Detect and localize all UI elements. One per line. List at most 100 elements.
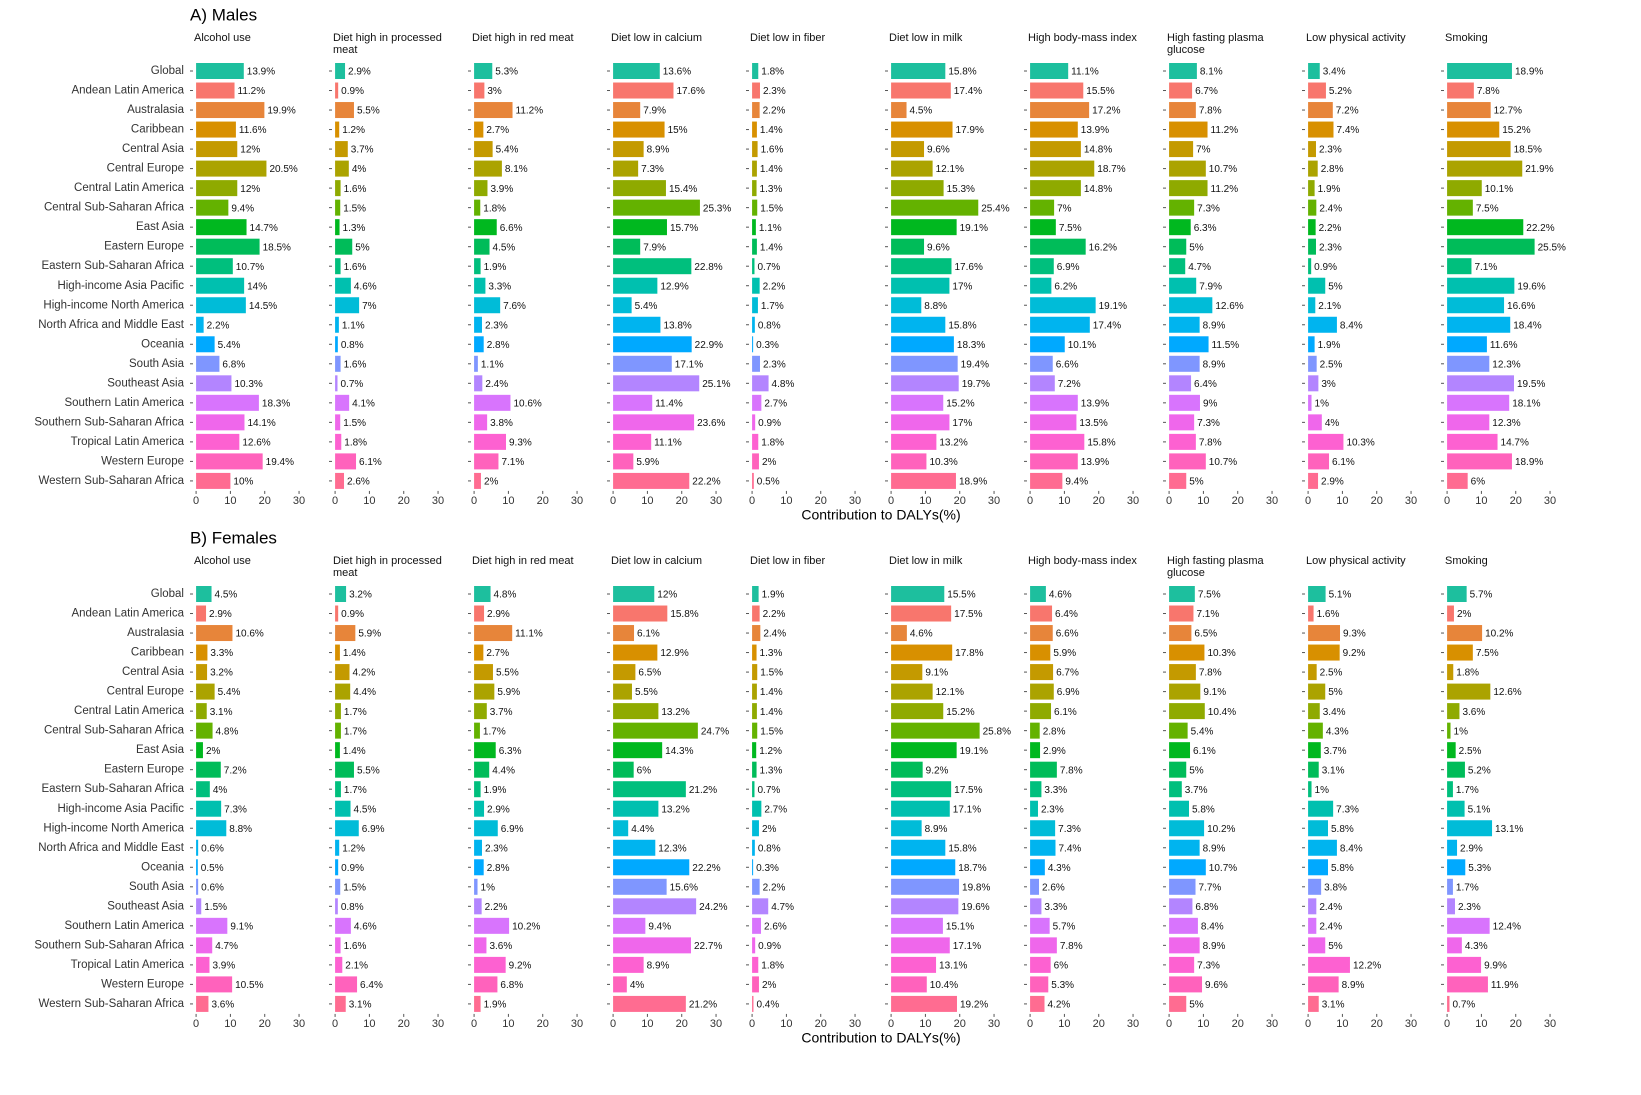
value-label: 1.6% bbox=[761, 145, 784, 156]
value-label: 0.9% bbox=[758, 941, 781, 952]
bar bbox=[1447, 722, 1451, 739]
bar bbox=[335, 219, 340, 236]
value-label: 6.3% bbox=[499, 746, 522, 757]
value-label: 12.3% bbox=[658, 843, 686, 854]
bar bbox=[1030, 976, 1049, 993]
bar bbox=[1030, 433, 1085, 450]
bar bbox=[335, 258, 341, 275]
value-label: 1.9% bbox=[1318, 184, 1341, 195]
value-label: 7.5% bbox=[1476, 648, 1499, 659]
value-label: 8.4% bbox=[1201, 921, 1224, 932]
value-label: 7.9% bbox=[1199, 281, 1222, 292]
value-label: 16.2% bbox=[1089, 242, 1117, 253]
bar bbox=[335, 82, 339, 99]
category-label: Southeast Asia bbox=[107, 900, 184, 912]
bar bbox=[335, 375, 338, 392]
bar bbox=[335, 703, 341, 720]
bar bbox=[1308, 453, 1330, 470]
value-label: 0.9% bbox=[341, 86, 364, 97]
bar bbox=[1169, 453, 1206, 470]
bar bbox=[196, 160, 267, 177]
bar bbox=[196, 394, 259, 411]
value-label: 9.4% bbox=[648, 921, 671, 932]
value-label: 11.1% bbox=[1071, 67, 1099, 78]
value-label: 2.9% bbox=[1460, 843, 1483, 854]
value-label: 14.5% bbox=[249, 301, 277, 312]
value-label: 4% bbox=[630, 980, 645, 991]
value-label: 24.2% bbox=[699, 902, 727, 913]
bar bbox=[1308, 102, 1333, 119]
value-label: 7.9% bbox=[643, 106, 666, 117]
bar bbox=[613, 316, 661, 333]
bar bbox=[1030, 761, 1057, 778]
bar bbox=[335, 605, 339, 622]
bar bbox=[474, 956, 506, 973]
bar bbox=[335, 976, 358, 993]
bar bbox=[1169, 586, 1195, 602]
value-label: 11.2% bbox=[516, 106, 544, 117]
value-label: 25.3% bbox=[703, 203, 731, 214]
value-label: 1.7% bbox=[1456, 882, 1479, 893]
value-label: 3.3% bbox=[1044, 785, 1067, 796]
value-label: 1.5% bbox=[343, 203, 366, 214]
value-label: 22.2% bbox=[1526, 223, 1554, 234]
value-label: 15.3% bbox=[947, 184, 975, 195]
bar bbox=[1308, 219, 1316, 236]
bar bbox=[335, 781, 341, 798]
value-label: 19.5% bbox=[1517, 379, 1545, 390]
value-label: 1.1% bbox=[759, 223, 782, 234]
value-label: 1.9% bbox=[484, 785, 507, 796]
category-label: High-income Asia Pacific bbox=[57, 803, 184, 815]
value-label: 2.3% bbox=[1319, 145, 1342, 156]
bar bbox=[1030, 316, 1090, 333]
x-tick-label: 30 bbox=[1405, 1018, 1417, 1030]
value-label: 13.9% bbox=[1081, 398, 1109, 409]
bar bbox=[891, 375, 959, 392]
bar bbox=[891, 141, 925, 158]
x-tick-label: 30 bbox=[571, 495, 583, 507]
category-label: Eastern Sub-Saharan Africa bbox=[41, 783, 184, 795]
bar bbox=[196, 238, 260, 255]
bar bbox=[1308, 781, 1312, 798]
value-label: 1.9% bbox=[1318, 340, 1341, 351]
value-label: 2% bbox=[484, 477, 499, 488]
value-label: 1.2% bbox=[342, 843, 365, 854]
bar bbox=[1308, 995, 1319, 1012]
value-label: 7.4% bbox=[1336, 125, 1359, 136]
value-label: 14.8% bbox=[1084, 145, 1112, 156]
value-label: 2.6% bbox=[347, 477, 370, 488]
value-label: 6.8% bbox=[222, 359, 245, 370]
value-label: 17.4% bbox=[954, 86, 982, 97]
bar bbox=[335, 820, 359, 837]
x-tick-label: 20 bbox=[954, 495, 966, 507]
value-label: 11.2% bbox=[1211, 125, 1239, 136]
bar bbox=[196, 761, 221, 778]
value-label: 0.7% bbox=[340, 379, 363, 390]
bar bbox=[752, 199, 758, 216]
bar bbox=[752, 800, 762, 817]
bar bbox=[1030, 102, 1090, 119]
bar bbox=[613, 625, 635, 642]
bar bbox=[196, 258, 233, 275]
bar bbox=[891, 414, 950, 431]
facet-header: Alcohol use bbox=[194, 32, 251, 44]
value-label: 13.2% bbox=[661, 707, 689, 718]
x-tick-label: 30 bbox=[1544, 495, 1556, 507]
bar bbox=[613, 820, 629, 837]
category-label: East Asia bbox=[136, 221, 185, 233]
bar bbox=[1447, 898, 1455, 915]
value-label: 7.8% bbox=[1199, 438, 1222, 449]
value-label: 1.8% bbox=[761, 438, 784, 449]
value-label: 5.5% bbox=[357, 765, 380, 776]
bar bbox=[1447, 644, 1473, 661]
category-label: High-income North America bbox=[43, 822, 184, 834]
bar bbox=[613, 82, 674, 99]
value-label: 2.9% bbox=[1043, 746, 1066, 757]
bar bbox=[1447, 414, 1490, 431]
value-label: 5% bbox=[1189, 1000, 1204, 1011]
bar bbox=[891, 976, 927, 993]
bar bbox=[613, 800, 659, 817]
bar bbox=[1308, 917, 1317, 934]
value-label: 2.9% bbox=[487, 609, 510, 620]
value-label: 4.6% bbox=[354, 921, 377, 932]
